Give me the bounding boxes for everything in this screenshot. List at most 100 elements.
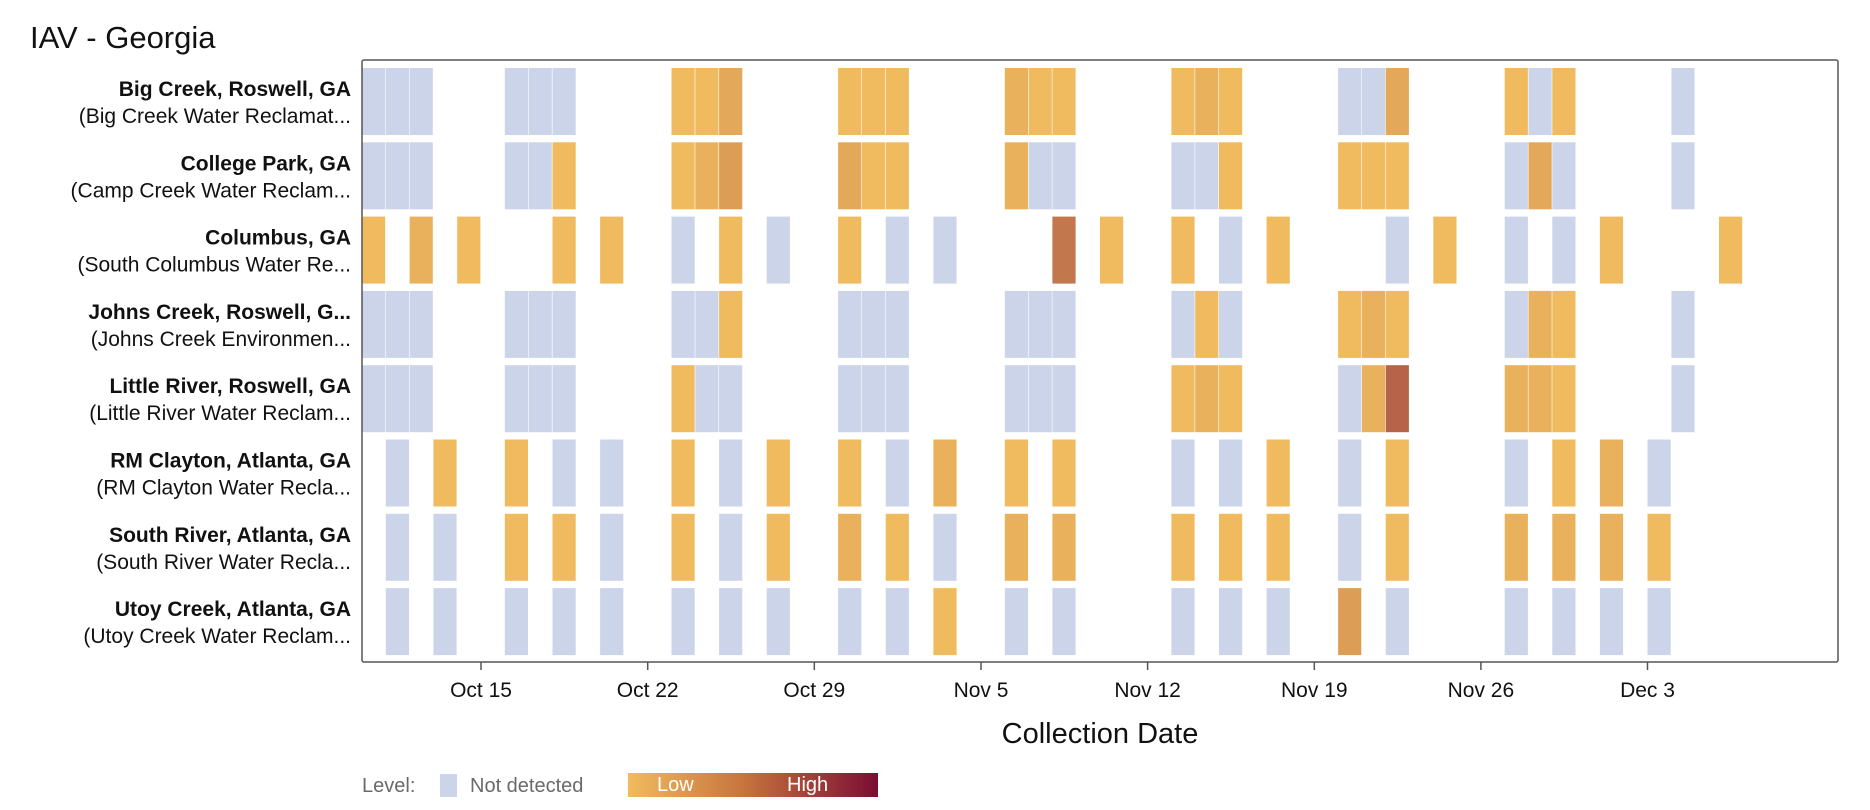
heatmap-cell-not-detected [385, 439, 409, 507]
heatmap-cell-not-detected [1671, 142, 1695, 210]
heatmap-cell-detected [457, 216, 481, 284]
heatmap-cell-detected [671, 142, 695, 210]
heatmap-cell-detected [1219, 142, 1243, 210]
heatmap-cell-not-detected [1338, 365, 1362, 433]
heatmap-cell-detected [719, 68, 743, 135]
heatmap-cell-not-detected [766, 216, 790, 284]
heatmap-cell-detected [719, 290, 743, 358]
heatmap-cell-not-detected [552, 290, 576, 358]
heatmap-cell-detected [600, 216, 624, 284]
heatmap-cell-not-detected [1004, 290, 1028, 358]
heatmap-cell-detected [861, 142, 886, 210]
heatmap-cell-detected [1385, 439, 1409, 507]
heatmap-cell-not-detected [1599, 588, 1624, 656]
legend-level-ramp [628, 773, 878, 797]
heatmap-cell-not-detected [671, 588, 695, 656]
heatmap-cell-detected [1100, 216, 1124, 284]
heatmap-cell-detected [838, 68, 862, 135]
heatmap-cell-detected [409, 216, 433, 284]
heatmap-cell-not-detected [1552, 142, 1576, 210]
heatmap-cell-not-detected [1171, 290, 1195, 358]
heatmap-cell-not-detected [1647, 439, 1671, 507]
site-plant-label: (South Columbus Water Re... [78, 254, 352, 277]
heatmap-cell-not-detected [385, 365, 409, 433]
site-plant-label: (Johns Creek Environmen... [91, 328, 351, 351]
heatmap-cell-detected [362, 216, 386, 284]
heatmap-cell-detected [1052, 216, 1076, 284]
site-plant-label: (Little River Water Reclam... [89, 402, 351, 425]
heatmap-cell-detected [1219, 513, 1243, 581]
heatmap-cell-not-detected [1385, 216, 1409, 284]
heatmap-cell-detected [838, 142, 862, 210]
legend-low-label: Low [657, 774, 694, 796]
heatmap-cell-detected [1385, 142, 1409, 210]
heatmap-cell-detected [552, 513, 576, 581]
heatmap-cell-not-detected [885, 365, 909, 433]
heatmap-cell-not-detected [504, 68, 528, 135]
heatmap-cell-detected [1528, 290, 1552, 358]
heatmap-cell-not-detected [671, 290, 695, 358]
heatmap-cell-not-detected [838, 365, 862, 433]
heatmap-cell-not-detected [409, 365, 433, 433]
heatmap-cell-detected [1004, 513, 1028, 581]
heatmap-cell-not-detected [1504, 290, 1528, 358]
x-tick-label: Oct 29 [783, 679, 845, 702]
x-axis: Oct 15 Oct 22 Oct 29 Nov 5 Nov 12 Nov 19 Nov 2… [450, 662, 1675, 702]
heatmap-cell-detected [885, 513, 909, 581]
site-name-label: College Park, GA [181, 152, 351, 175]
site-name-label: South River, Atlanta, GA [109, 524, 351, 547]
heatmap-cell-detected [1361, 290, 1386, 358]
heatmap-cell-not-detected [362, 142, 386, 210]
heatmap-cell-detected [1361, 142, 1386, 210]
x-tick-label: Oct 22 [617, 679, 679, 702]
heatmap-cell-not-detected [1647, 588, 1671, 656]
x-axis-title: Collection Date [1002, 718, 1199, 750]
heatmap-cell-not-detected [528, 68, 552, 135]
heatmap-cell-not-detected [1504, 439, 1528, 507]
heatmap-cell-detected [1719, 216, 1743, 284]
heatmap-cell-not-detected [885, 216, 909, 284]
legend: Level: Not detected Low High [362, 773, 878, 797]
site-plant-label: (Utoy Creek Water Reclam... [83, 625, 351, 648]
heatmap-cell-detected [671, 439, 695, 507]
heatmap-cell-detected [1599, 513, 1624, 581]
heatmap-cell-detected [552, 216, 576, 284]
heatmap-cell-not-detected [933, 216, 957, 284]
heatmap-cell-detected [838, 216, 862, 284]
x-tick-label: Nov 26 [1448, 679, 1515, 702]
heatmap-cell-not-detected [1171, 142, 1195, 210]
heatmap-cell-not-detected [1052, 290, 1076, 358]
heatmap-cell-detected [1552, 68, 1576, 135]
heatmap-cell-not-detected [385, 142, 409, 210]
heatmap-cell-not-detected [1671, 365, 1695, 433]
heatmap-cell-not-detected [1671, 290, 1695, 358]
heatmap-cell-not-detected [600, 439, 624, 507]
site-name-label: Johns Creek, Roswell, G... [88, 301, 351, 324]
heatmap-cell-detected [552, 142, 576, 210]
heatmap-cell-detected [1385, 290, 1409, 358]
heatmap-cell-detected [1504, 513, 1528, 581]
heatmap-cell-not-detected [1052, 365, 1076, 433]
heatmap-cell-not-detected [1195, 142, 1219, 210]
heatmap-cell-not-detected [409, 68, 433, 135]
heatmap-cell-not-detected [671, 216, 695, 284]
heatmap-cell-detected [838, 513, 862, 581]
heatmap-cell-detected [1052, 439, 1076, 507]
heatmap-cell-detected [1171, 216, 1195, 284]
heatmap-cell-detected [933, 588, 957, 656]
heatmap-cell-detected [838, 439, 862, 507]
x-tick-label: Nov 19 [1281, 679, 1348, 702]
heatmap-cell-detected [1528, 365, 1552, 433]
heatmap-cell-detected [695, 142, 719, 210]
heatmap-cell-not-detected [385, 513, 409, 581]
heatmap-cell-not-detected [695, 290, 719, 358]
heatmap-cell-not-detected [1385, 588, 1409, 656]
heatmap-cell-not-detected [933, 513, 957, 581]
heatmap-cell-not-detected [1671, 68, 1695, 135]
heatmap-cell-not-detected [552, 68, 576, 135]
heatmap-cell-not-detected [885, 290, 909, 358]
heatmap-cell-not-detected [1052, 142, 1076, 210]
legend-high-label: High [787, 774, 828, 796]
site-name-label: Little River, Roswell, GA [109, 375, 351, 398]
heatmap-cell-detected [885, 142, 909, 210]
